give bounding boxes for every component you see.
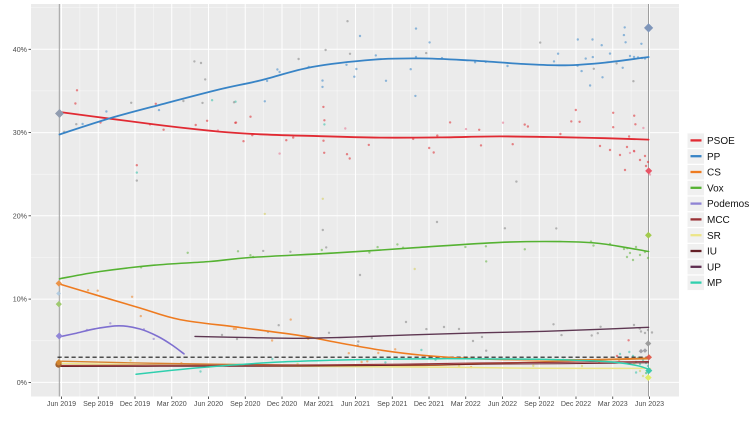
svg-text:Mar 2020: Mar 2020 [157, 400, 187, 408]
svg-text:IU: IU [707, 247, 717, 258]
svg-text:Mar 2023: Mar 2023 [598, 400, 628, 408]
svg-text:SR: SR [707, 231, 721, 242]
svg-text:Mar 2022: Mar 2022 [451, 400, 481, 408]
svg-text:Dec 2021: Dec 2021 [414, 400, 444, 408]
svg-text:Podemos: Podemos [707, 199, 749, 210]
svg-text:Jun 2020: Jun 2020 [194, 400, 223, 408]
svg-text:30%: 30% [13, 129, 28, 137]
svg-text:Jun 2023: Jun 2023 [635, 400, 664, 408]
svg-text:Dec 2019: Dec 2019 [120, 400, 150, 408]
svg-text:Sep 2020: Sep 2020 [230, 400, 260, 408]
svg-text:Dec 2020: Dec 2020 [267, 400, 297, 408]
svg-text:Jun 2022: Jun 2022 [488, 400, 517, 408]
svg-text:40%: 40% [13, 46, 28, 54]
svg-text:MP: MP [707, 278, 722, 289]
svg-text:Jun 2019: Jun 2019 [47, 400, 76, 408]
svg-text:Dec 2022: Dec 2022 [561, 400, 591, 408]
svg-text:Sep 2022: Sep 2022 [524, 400, 554, 408]
svg-text:MCC: MCC [707, 215, 730, 226]
svg-text:0%: 0% [17, 379, 28, 387]
svg-text:Mar 2021: Mar 2021 [304, 400, 334, 408]
svg-text:CS: CS [707, 168, 721, 179]
svg-text:20%: 20% [13, 212, 28, 220]
svg-text:UP: UP [707, 262, 721, 273]
svg-text:Sep 2021: Sep 2021 [377, 400, 407, 408]
svg-text:Sep 2019: Sep 2019 [83, 400, 113, 408]
svg-text:10%: 10% [13, 296, 28, 304]
svg-text:Vox: Vox [707, 183, 724, 194]
svg-text:PP: PP [707, 152, 721, 163]
svg-text:Jun 2021: Jun 2021 [341, 400, 370, 408]
svg-text:PSOE: PSOE [707, 136, 735, 147]
